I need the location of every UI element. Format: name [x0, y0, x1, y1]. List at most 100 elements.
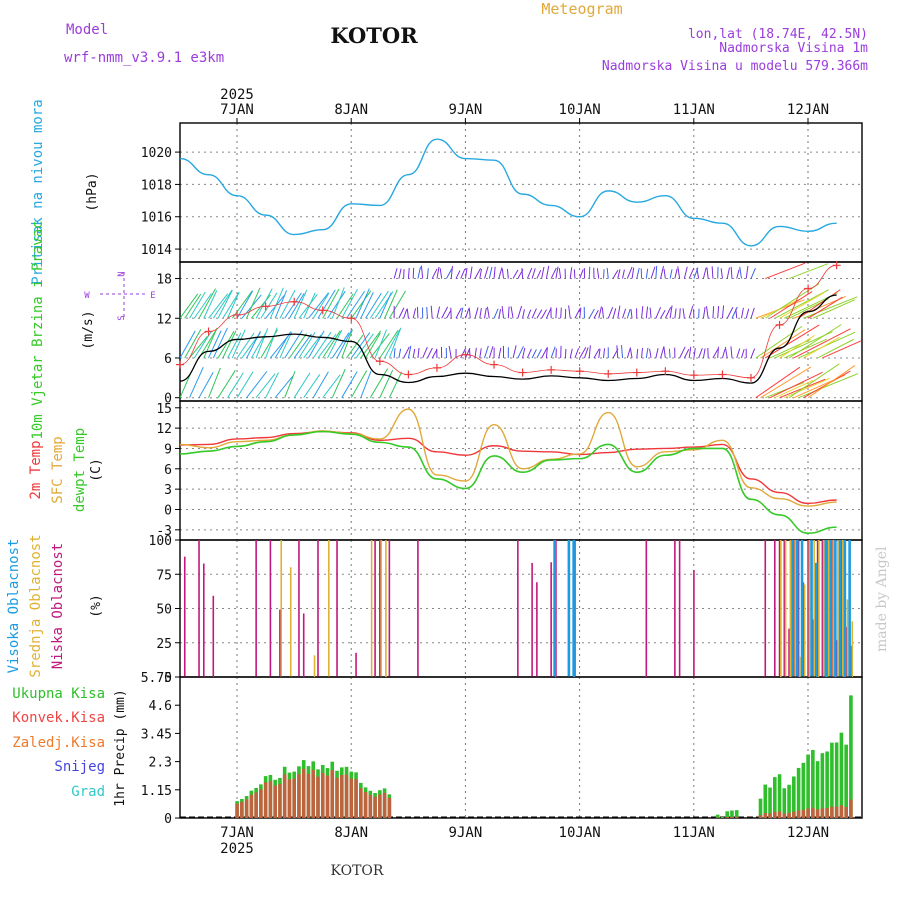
wind-arrow: [751, 308, 754, 318]
wind-arrow: [569, 305, 571, 318]
compass-e: E: [150, 291, 155, 301]
precip-bar-conv: [768, 813, 772, 818]
wind-arrow: [689, 306, 693, 318]
precip-bar-conv: [307, 774, 311, 818]
compass-w: W: [84, 291, 90, 301]
wind-arrow: [597, 268, 598, 278]
panel-frame: [180, 401, 862, 540]
wind-arrow: [461, 269, 465, 278]
wind-arrow: [421, 266, 422, 279]
wind-arrow: [642, 306, 643, 318]
wind-arrow: [532, 309, 536, 319]
wind-arrow: [389, 372, 401, 398]
y-tick-label: 12: [156, 422, 172, 437]
wind-arrow: [570, 349, 572, 358]
precip-bar-conv: [264, 782, 268, 818]
wind-arrow: [399, 308, 404, 319]
wind-arrow: [513, 270, 518, 279]
wind-arrow: [713, 306, 714, 318]
precip-bar-conv: [844, 807, 848, 818]
wind-arrow: [489, 346, 493, 358]
wind-arrow: [551, 268, 556, 279]
wind-arrow: [731, 346, 732, 358]
wind-arrow: [466, 309, 469, 319]
wind-arrow: [209, 368, 221, 398]
wind-arrow: [646, 348, 648, 358]
wind-arrow: [622, 345, 623, 358]
wind-arrow: [361, 371, 371, 398]
top-day-label: 7JAN: [220, 102, 254, 118]
wind-arrow: [602, 308, 603, 319]
wind-arrow: [703, 348, 705, 357]
wind-arrow: [736, 309, 737, 319]
temp-sfc-line: [180, 409, 837, 506]
wind-arrow: [599, 307, 602, 319]
bottom-day-label: 8JAN: [334, 825, 368, 841]
precip-bar-conv: [735, 817, 739, 818]
temp-legend-1: SFC Temp: [50, 436, 66, 503]
wind-arrow: [228, 373, 244, 398]
wind-arrow: [746, 309, 748, 319]
cloud-unit: (%): [89, 594, 104, 617]
precip-bar-conv: [787, 813, 791, 818]
wind-arrow: [475, 348, 476, 358]
y-tick-label: 6: [164, 352, 172, 367]
wind-arrow: [304, 293, 315, 319]
wind-arrow: [574, 269, 575, 278]
precip-legend-3: Snijeg: [54, 759, 105, 775]
precip-bar-conv: [321, 773, 325, 818]
precip-bar-conv: [759, 815, 763, 818]
y-tick-label: 3.45: [141, 727, 172, 742]
wind-arrow: [507, 269, 508, 279]
wind-arrow: [180, 294, 198, 318]
precip-bar-conv: [802, 810, 806, 818]
precip-bar-conv: [354, 779, 358, 818]
wind-arrow: [575, 348, 579, 358]
wind-arrow: [456, 270, 460, 278]
y-tick-label: 75: [156, 568, 172, 583]
y-tick-label: 0: [164, 812, 172, 827]
wind-arrow: [413, 268, 414, 279]
wind-arrow: [475, 307, 478, 318]
wind-arrow: [446, 310, 450, 318]
pressure-unit: (hPa): [85, 172, 100, 211]
wind-arrow: [511, 306, 513, 318]
wind-arrow: [469, 308, 470, 319]
wind-arrow: [707, 306, 709, 318]
precip-bar-conv: [302, 769, 306, 818]
precip-bar-conv: [373, 797, 377, 818]
pressure-line: [180, 139, 837, 246]
wind-arrow: [651, 267, 655, 279]
precip-bars: [235, 695, 852, 818]
wind-arrow: [684, 267, 687, 279]
wind-arrow: [404, 309, 407, 318]
wind-arrow: [469, 349, 470, 358]
precip-bar-conv: [235, 804, 239, 818]
wind-arrow: [537, 270, 541, 278]
wind-arrow: [523, 348, 525, 358]
precip-bar-conv: [840, 805, 844, 818]
wind-arrow: [656, 307, 661, 318]
wind-arrow: [661, 266, 664, 278]
precip-bar-conv: [773, 812, 777, 818]
y-tick-label: 25: [156, 637, 172, 652]
wind-arrow: [637, 349, 638, 358]
wind-arrow: [408, 268, 409, 279]
product-title: Meteogram: [541, 0, 622, 18]
wind-arrow: [559, 268, 560, 278]
precip-bar-conv: [716, 817, 720, 818]
wind-arrow: [502, 306, 503, 318]
wind-arrow: [442, 307, 448, 318]
wind-arrow: [607, 268, 608, 279]
wind-arrow: [594, 310, 598, 318]
bottom-day-label: 10JAN: [559, 825, 601, 841]
wind-arrow: [737, 269, 739, 278]
precip-bar-conv: [350, 779, 354, 818]
panel-frame: [180, 262, 862, 401]
temp-legend-2: dewpt Temp: [72, 428, 88, 512]
wind-arrow: [697, 268, 699, 278]
wind-arrow: [413, 349, 415, 358]
precip-bar-conv: [825, 808, 829, 818]
precip-bar-conv: [364, 792, 368, 818]
wind-arrow: [551, 347, 555, 358]
